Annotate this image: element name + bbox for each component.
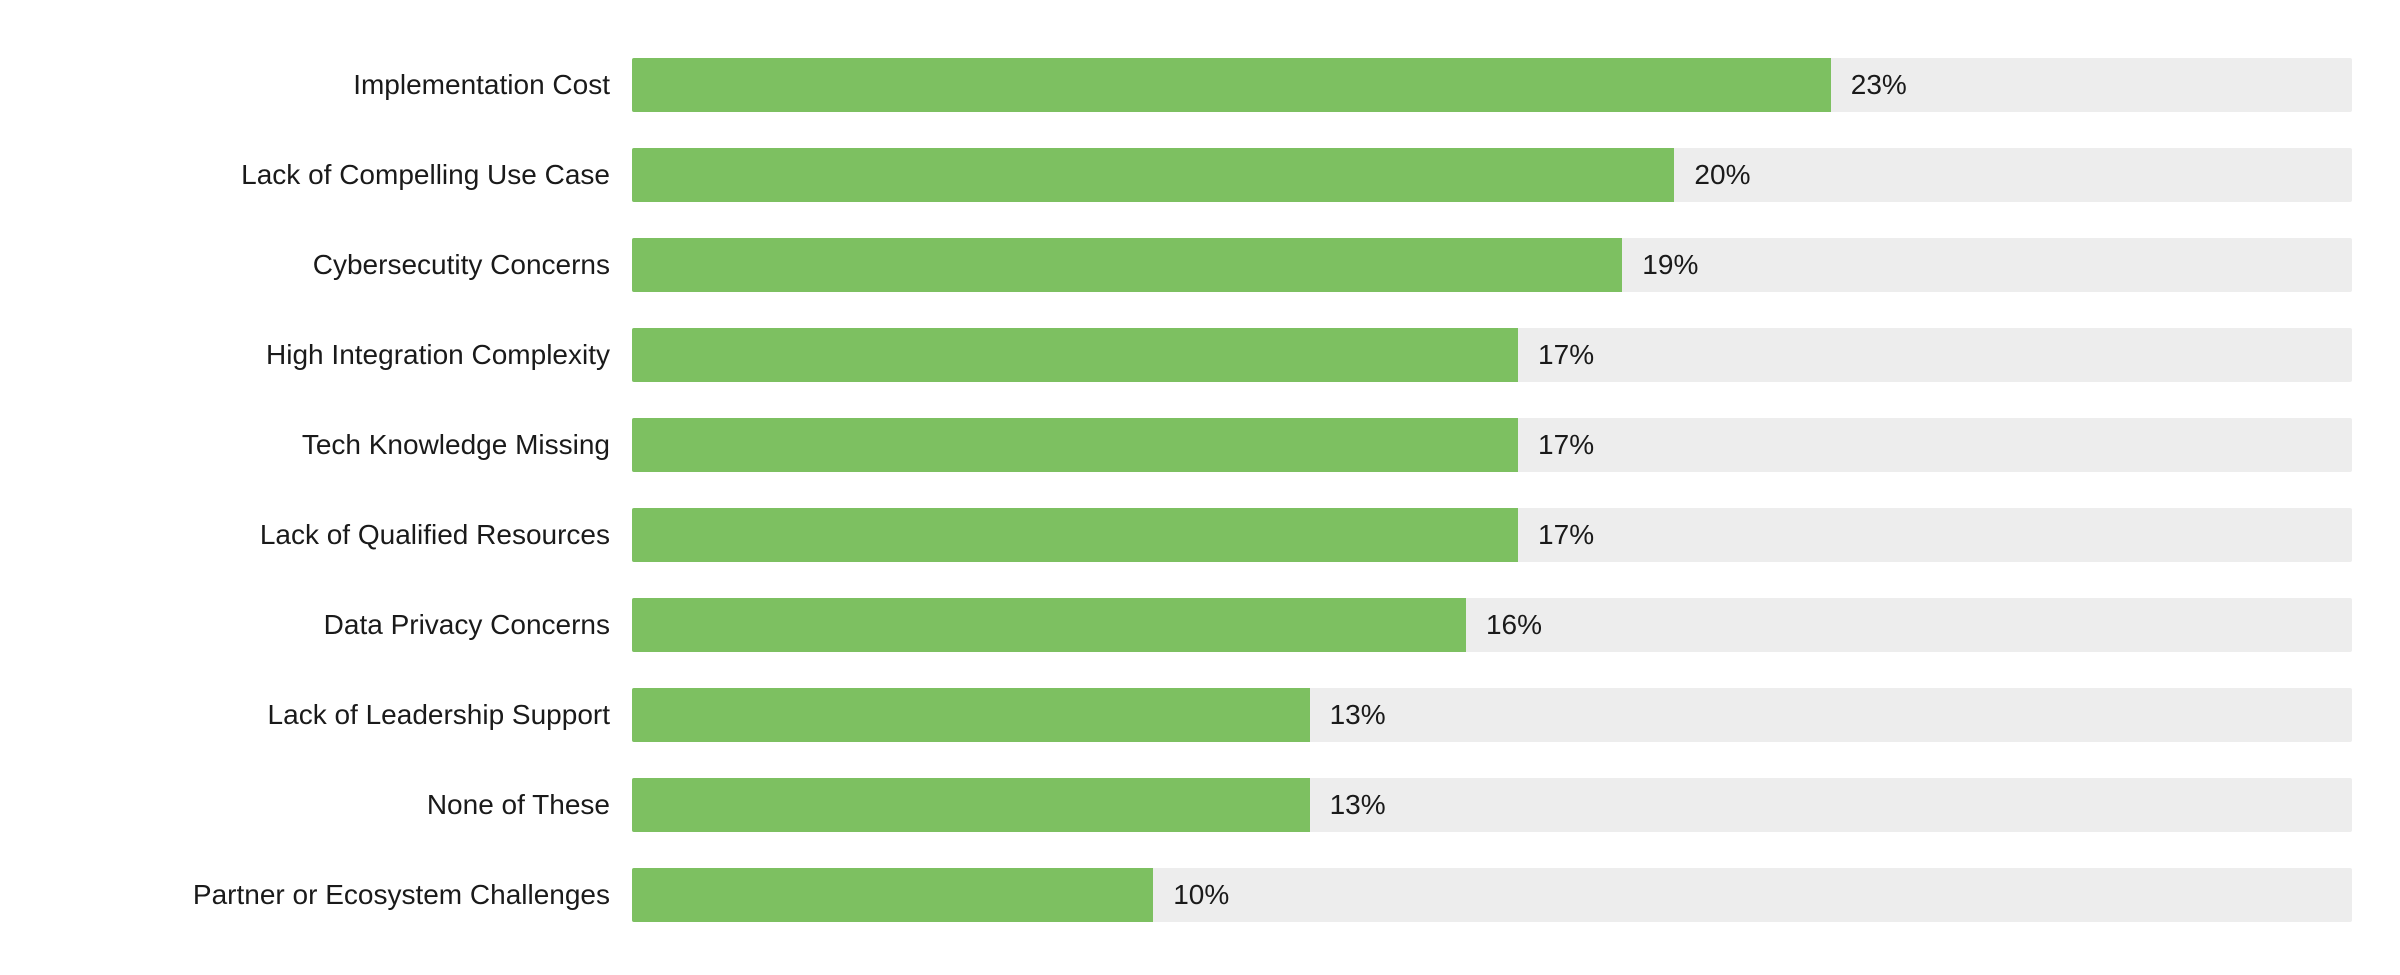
chart-row: Cybersecutity Concerns 19%: [0, 220, 2360, 310]
bar-value: 13%: [1330, 789, 1386, 821]
bar-track: 17%: [632, 508, 2352, 562]
chart-row: None of These 13%: [0, 760, 2360, 850]
chart-row: Lack of Leadership Support 13%: [0, 670, 2360, 760]
bar-track: 17%: [632, 328, 2352, 382]
bar-label: Partner or Ecosystem Challenges: [0, 879, 632, 911]
bar-value: 17%: [1538, 339, 1594, 371]
bar-label: High Integration Complexity: [0, 339, 632, 371]
chart-row: Lack of Compelling Use Case 20%: [0, 130, 2360, 220]
bar-track: 23%: [632, 58, 2352, 112]
bar-value: 23%: [1851, 69, 1907, 101]
bar-label: None of These: [0, 789, 632, 821]
bar-label: Tech Knowledge Missing: [0, 429, 632, 461]
bar-value: 17%: [1538, 519, 1594, 551]
bar-fill: [632, 778, 1310, 832]
bar-fill: [632, 868, 1153, 922]
chart-row: Tech Knowledge Missing 17%: [0, 400, 2360, 490]
bar-value: 13%: [1330, 699, 1386, 731]
bar-track: 13%: [632, 778, 2352, 832]
chart-row: Data Privacy Concerns 16%: [0, 580, 2360, 670]
bar-track: 19%: [632, 238, 2352, 292]
bar-label: Data Privacy Concerns: [0, 609, 632, 641]
bar-track: 13%: [632, 688, 2352, 742]
bar-fill: [632, 58, 1831, 112]
bar-value: 10%: [1173, 879, 1229, 911]
horizontal-bar-chart: Implementation Cost 23% Lack of Compelling…: [0, 0, 2400, 975]
bar-label: Lack of Qualified Resources: [0, 519, 632, 551]
chart-row: Partner or Ecosystem Challenges 10%: [0, 850, 2360, 940]
bar-value: 16%: [1486, 609, 1542, 641]
chart-row: High Integration Complexity 17%: [0, 310, 2360, 400]
bar-value: 20%: [1694, 159, 1750, 191]
bar-fill: [632, 598, 1466, 652]
chart-row: Lack of Qualified Resources 17%: [0, 490, 2360, 580]
bar-track: 10%: [632, 868, 2352, 922]
bar-track: 17%: [632, 418, 2352, 472]
bar-fill: [632, 418, 1518, 472]
bar-label: Cybersecutity Concerns: [0, 249, 632, 281]
chart-row: Implementation Cost 23%: [0, 40, 2360, 130]
bar-fill: [632, 148, 1674, 202]
bar-track: 16%: [632, 598, 2352, 652]
bar-track: 20%: [632, 148, 2352, 202]
bar-value: 19%: [1642, 249, 1698, 281]
bar-label: Lack of Compelling Use Case: [0, 159, 632, 191]
bar-value: 17%: [1538, 429, 1594, 461]
bar-label: Lack of Leadership Support: [0, 699, 632, 731]
bar-label: Implementation Cost: [0, 69, 632, 101]
bar-fill: [632, 238, 1622, 292]
bar-fill: [632, 508, 1518, 562]
bar-fill: [632, 328, 1518, 382]
bar-fill: [632, 688, 1310, 742]
